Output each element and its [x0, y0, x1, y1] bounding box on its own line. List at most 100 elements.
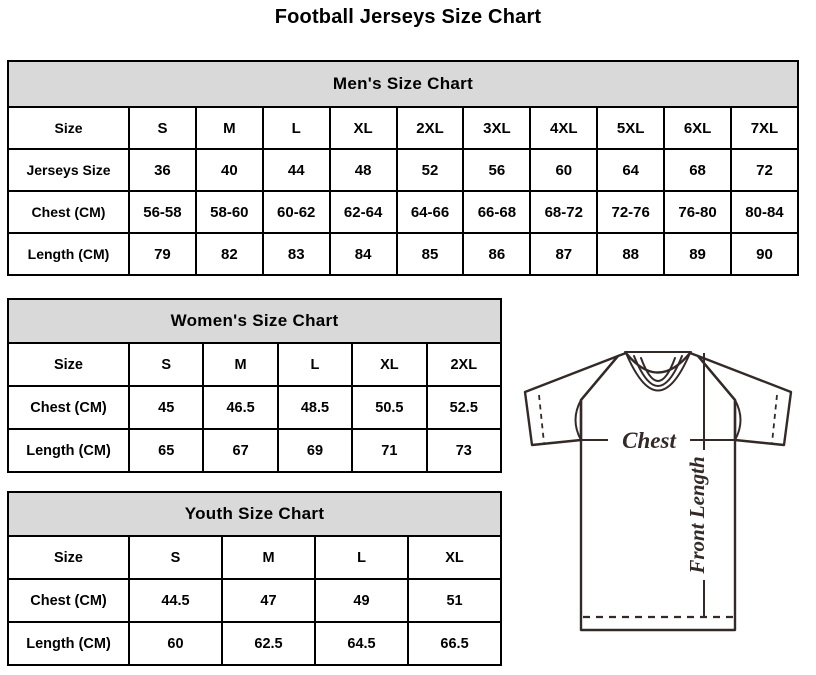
table-cell: 47 — [221, 578, 316, 623]
table-cell: 58-60 — [194, 190, 264, 234]
table-row: Size S M L XL 2XL — [7, 342, 503, 387]
row-label: Jerseys Size — [7, 148, 130, 192]
table-cell: S — [128, 106, 197, 150]
table-header-row: Men's Size Chart — [7, 60, 799, 108]
table-cell: 62.5 — [221, 621, 316, 666]
table-cell: 76-80 — [663, 190, 733, 234]
table-cell: M — [194, 106, 264, 150]
table-row: Jerseys Size 36 40 44 48 52 56 60 64 68 … — [7, 148, 799, 192]
row-label: Length (CM) — [7, 621, 130, 666]
table-cell: 44 — [261, 148, 331, 192]
table-cell: 73 — [425, 428, 503, 473]
row-label: Size — [7, 106, 130, 150]
table-cell: M — [202, 342, 279, 387]
table-cell: XL — [406, 535, 503, 580]
table-cell: 82 — [194, 232, 264, 276]
table-cell: 52.5 — [425, 385, 503, 430]
table-cell: 72-76 — [596, 190, 666, 234]
table-cell: 85 — [395, 232, 465, 276]
table-cell: 2XL — [425, 342, 503, 387]
table-cell: 52 — [395, 148, 465, 192]
jersey-right-armhole-seam — [734, 399, 742, 441]
table-header-row: Women's Size Chart — [6, 298, 503, 344]
table-cell: 2XL — [395, 106, 465, 150]
jersey-left-armhole-seam — [574, 399, 582, 441]
table-cell: 65 — [127, 428, 205, 473]
table-cell: M — [221, 535, 316, 580]
table-row: Length (CM) 65 67 69 71 73 — [7, 428, 503, 473]
table-cell: 72 — [730, 148, 799, 192]
table-cell: 45 — [127, 385, 205, 430]
table-row: Size S M L XL — [7, 535, 503, 580]
womens-size-chart-table: Women's Size Chart Size S M L XL 2XL Che… — [6, 298, 503, 473]
table-cell: 90 — [730, 232, 799, 276]
table-cell: 80-84 — [730, 190, 799, 234]
table-cell: 64 — [596, 148, 666, 192]
table-cell: 4XL — [529, 106, 599, 150]
table-cell: 84 — [328, 232, 398, 276]
table-cell: 67 — [202, 428, 279, 473]
youth-chart-title: Youth Size Chart — [6, 491, 503, 537]
table-cell: S — [128, 535, 223, 580]
table-cell: 64-66 — [395, 190, 465, 234]
table-cell: 71 — [351, 428, 428, 473]
front-length-label: Front Length — [685, 456, 709, 574]
jersey-vneck-inner — [633, 355, 683, 387]
table-cell: 66-68 — [462, 190, 532, 234]
table-cell: 44.5 — [128, 578, 223, 623]
table-cell: S — [127, 342, 205, 387]
table-cell: 7XL — [730, 106, 799, 150]
table-cell: 83 — [261, 232, 331, 276]
table-cell: 64.5 — [314, 621, 409, 666]
table-cell: L — [314, 535, 409, 580]
table-cell: 48 — [328, 148, 398, 192]
row-label: Chest (CM) — [7, 190, 130, 234]
table-cell: 66.5 — [406, 621, 503, 666]
table-row: Chest (CM) 56-58 58-60 60-62 62-64 64-66… — [7, 190, 799, 234]
table-row: Length (CM) 79 82 83 84 85 86 87 88 89 9… — [7, 232, 799, 276]
page-title: Football Jerseys Size Chart — [274, 6, 542, 28]
table-cell: 56 — [462, 148, 532, 192]
youth-size-chart-table: Youth Size Chart Size S M L XL Chest (CM… — [6, 491, 503, 666]
row-label: Chest (CM) — [7, 385, 130, 430]
table-cell: 3XL — [462, 106, 532, 150]
womens-chart-title: Women's Size Chart — [6, 298, 503, 344]
table-cell: 56-58 — [128, 190, 197, 234]
table-cell: 69 — [276, 428, 354, 473]
jersey-left-sleeve — [523, 354, 620, 447]
table-cell: 68-72 — [529, 190, 599, 234]
table-cell: XL — [328, 106, 398, 150]
table-cell: 51 — [406, 578, 503, 623]
jersey-measurement-diagram: Chest Front Length — [508, 340, 808, 660]
table-cell: 46.5 — [202, 385, 279, 430]
table-row: Chest (CM) 45 46.5 48.5 50.5 52.5 — [7, 385, 503, 430]
row-label: Length (CM) — [7, 428, 130, 473]
table-cell: 88 — [596, 232, 666, 276]
table-cell: 87 — [529, 232, 599, 276]
table-cell: 60 — [529, 148, 599, 192]
table-cell: 62-64 — [328, 190, 398, 234]
table-cell: 6XL — [663, 106, 733, 150]
table-cell: L — [276, 342, 354, 387]
table-header-row: Youth Size Chart — [6, 491, 503, 537]
table-cell: 68 — [663, 148, 733, 192]
table-cell: L — [261, 106, 331, 150]
row-label: Size — [7, 342, 130, 387]
table-cell: 89 — [663, 232, 733, 276]
table-cell: 79 — [128, 232, 197, 276]
table-cell: 60-62 — [261, 190, 331, 234]
jersey-right-sleeve — [696, 354, 793, 447]
table-row: Size S M L XL 2XL 3XL 4XL 5XL 6XL 7XL — [7, 106, 799, 150]
table-row: Length (CM) 60 62.5 64.5 66.5 — [7, 621, 503, 666]
jersey-right-cuff-dash — [771, 394, 778, 444]
jersey-body-outline — [579, 351, 737, 632]
mens-size-chart-table: Men's Size Chart Size S M L XL 2XL 3XL 4… — [7, 60, 799, 276]
table-cell: 50.5 — [351, 385, 428, 430]
table-cell: 40 — [194, 148, 264, 192]
table-row: Chest (CM) 44.5 47 49 51 — [7, 578, 503, 623]
table-cell: 60 — [128, 621, 223, 666]
table-cell: 86 — [462, 232, 532, 276]
mens-chart-title: Men's Size Chart — [7, 60, 799, 108]
chest-label: Chest — [622, 428, 676, 453]
row-label: Chest (CM) — [7, 578, 130, 623]
